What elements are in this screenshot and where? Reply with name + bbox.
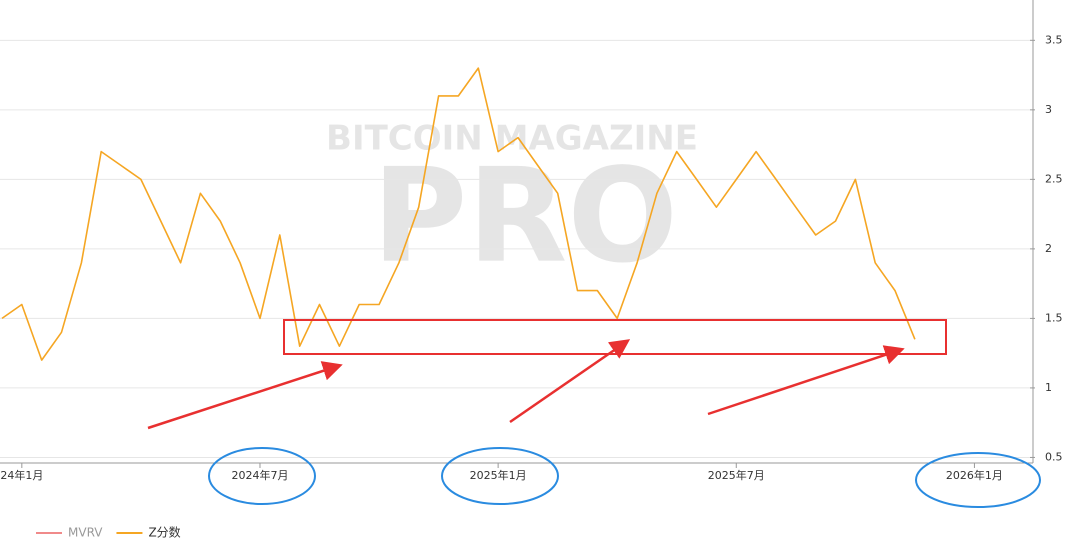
circle-highlight (915, 452, 1041, 508)
y-tick-label: 3 (1045, 103, 1052, 116)
x-tick-label: 2025年7月 (708, 468, 765, 482)
x-tick-label: 2025年1月 (470, 468, 527, 482)
legend-label: Z分数 (148, 525, 180, 540)
watermark: BITCOIN MAGAZINE PRO (326, 119, 698, 292)
annotations (147, 319, 1041, 508)
x-tick-label: 2024年7月 (231, 468, 288, 482)
y-tick-label: 1 (1045, 381, 1052, 394)
arrow (509, 339, 631, 424)
legend: MVRV Z分数 (36, 525, 181, 540)
circle-highlight (441, 447, 559, 505)
arrow (147, 361, 343, 430)
line-series (1, 67, 916, 361)
x-tick-label: 24年1月 (0, 468, 43, 482)
watermark-text: PRO (372, 140, 678, 292)
arrow (707, 345, 905, 416)
legend-label: MVRV (68, 526, 103, 540)
y-tick-label: 2.5 (1045, 172, 1063, 185)
watermark-text: BITCOIN MAGAZINE (326, 119, 698, 159)
y-tick-label: 3.5 (1045, 33, 1063, 46)
circle-highlight (208, 447, 316, 505)
y-tick-label: 0.5 (1045, 450, 1063, 463)
y-tick-label: 1.5 (1045, 311, 1063, 324)
y-tick-label: 2 (1045, 242, 1052, 255)
x-tick-label: 2026年1月 (946, 468, 1003, 482)
